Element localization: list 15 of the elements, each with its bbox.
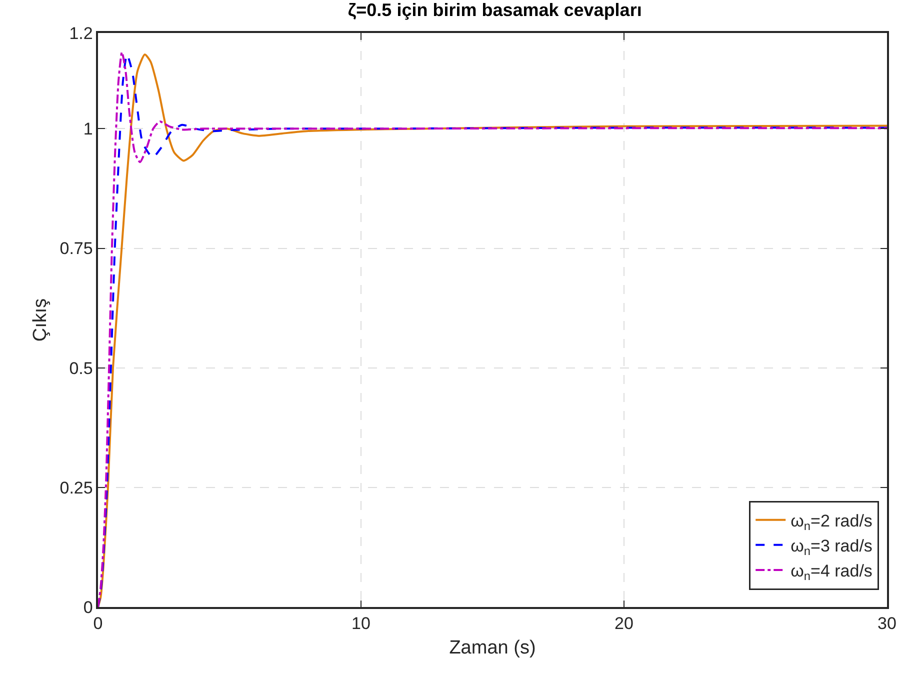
x-tick-label: 20 [614, 614, 634, 634]
y-tick-label: 0.5 [69, 358, 93, 378]
y-tick-label: 1 [83, 120, 93, 139]
y-axis-title: Çıkış [30, 298, 52, 342]
legend-label: ω$_{n}$=3 rad/s [790, 536, 872, 558]
y-tick-label: 1.2 [69, 24, 93, 43]
x-tick-label: 30 [878, 614, 896, 634]
y-tick-label: 0.25 [60, 478, 93, 498]
legend-label: ω$_{n}$=4 rad/s [790, 562, 872, 584]
y-tick-label: 0.75 [60, 239, 93, 258]
x-tick-label: 10 [352, 614, 370, 634]
chart-title: ζ=0.5 için birim basamak cevapları [348, 0, 642, 20]
legend-label: ω$_{n}$=2 rad/s [790, 511, 872, 534]
y-tick-label: 0 [83, 598, 93, 617]
x-axis-title: Zaman (s) [449, 637, 536, 658]
